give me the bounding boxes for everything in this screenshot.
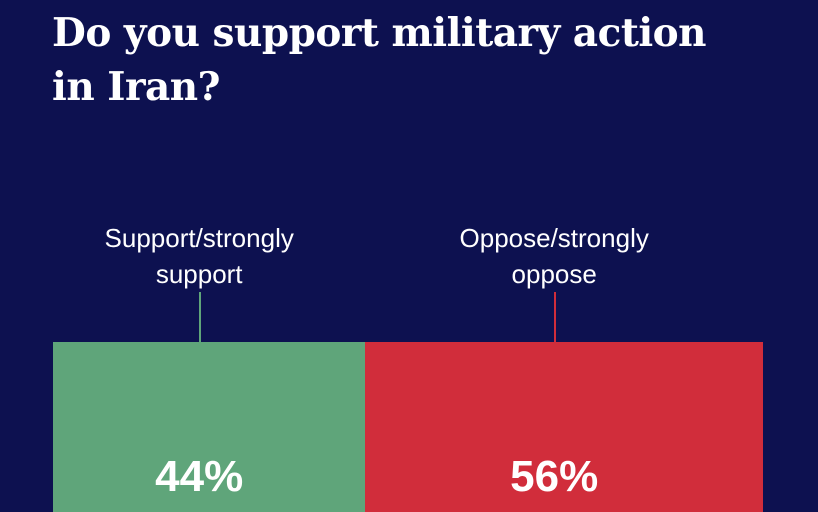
value-label: 56% — [510, 452, 599, 501]
page: Do you support military action in Iran? … — [52, 10, 763, 512]
bar-segment — [53, 342, 366, 512]
legend-label: Support/strongly support — [104, 223, 294, 289]
value-label: 44% — [155, 452, 244, 501]
label-connector — [199, 292, 202, 342]
label-connector — [554, 292, 557, 342]
bar-segment — [365, 342, 763, 512]
legend-label: Oppose/strongly oppose — [459, 223, 649, 289]
chart-title: Do you support military action in Iran? — [52, 10, 707, 110]
